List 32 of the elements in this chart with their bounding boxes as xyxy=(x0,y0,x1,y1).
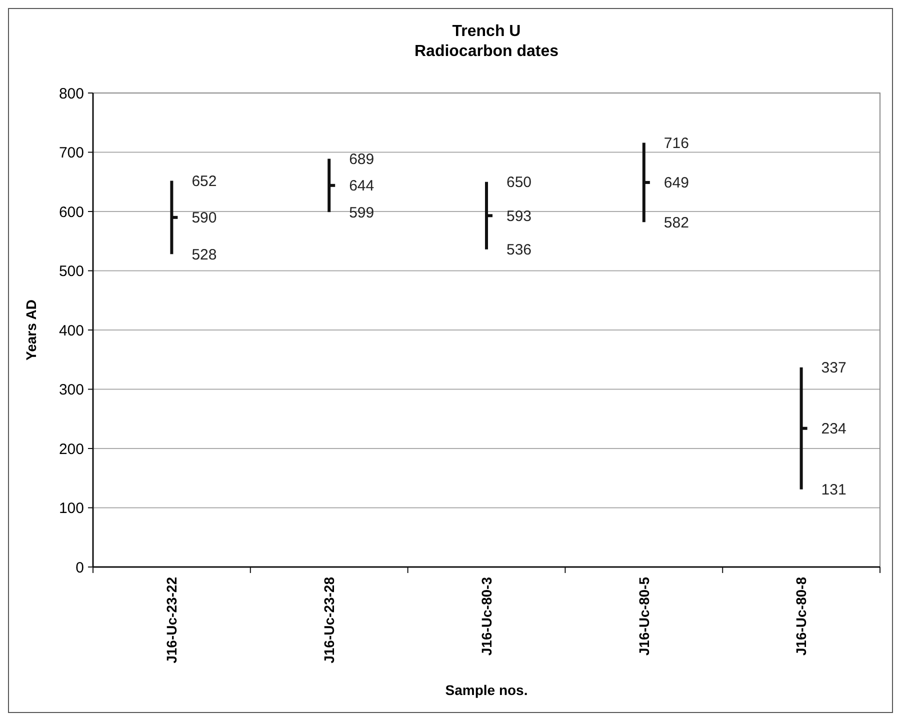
x-tick-label: J16-Uc-80-3 xyxy=(478,576,494,656)
x-axis-title: Sample nos. xyxy=(445,682,528,698)
y-tick-label: 700 xyxy=(58,144,84,162)
y-tick-label: 200 xyxy=(58,440,84,458)
annotation: 716 xyxy=(664,135,689,152)
y-tick-label: 500 xyxy=(58,263,84,280)
data-label: 234 xyxy=(821,420,846,438)
annotation: 650 xyxy=(506,174,532,192)
annotation: 599 xyxy=(349,204,374,222)
data-label: 593 xyxy=(506,208,532,225)
x-tick-label: J16-Uc-80-5 xyxy=(636,576,652,656)
y-tick-label: 300 xyxy=(58,382,84,398)
data-label: 590 xyxy=(192,210,217,227)
x-tick-label: J16-Uc-23-22 xyxy=(164,576,180,664)
annotation: 131 xyxy=(821,482,846,499)
y-tick-label: 400 xyxy=(58,322,84,340)
x-tick-label: J16-Uc-23-28 xyxy=(321,576,337,664)
x-tick-label: J16-Uc-80-8 xyxy=(793,576,810,656)
y-tick-label: 600 xyxy=(58,204,84,221)
annotation: 536 xyxy=(506,242,532,259)
data-label: 649 xyxy=(664,174,689,192)
y-tick-label: 100 xyxy=(58,500,84,517)
data-label: 644 xyxy=(349,178,374,195)
annotation: 582 xyxy=(664,214,689,232)
annotation: 337 xyxy=(821,360,846,377)
annotation: 528 xyxy=(192,246,217,264)
y-axis-title: Years AD xyxy=(23,300,39,360)
annotation: 689 xyxy=(349,151,374,168)
chart-title: Trench U Radiocarbon dates xyxy=(414,23,559,60)
y-tick-label: 0 xyxy=(76,559,84,576)
y-tick-label: 800 xyxy=(58,85,84,102)
annotation: 652 xyxy=(192,172,217,190)
